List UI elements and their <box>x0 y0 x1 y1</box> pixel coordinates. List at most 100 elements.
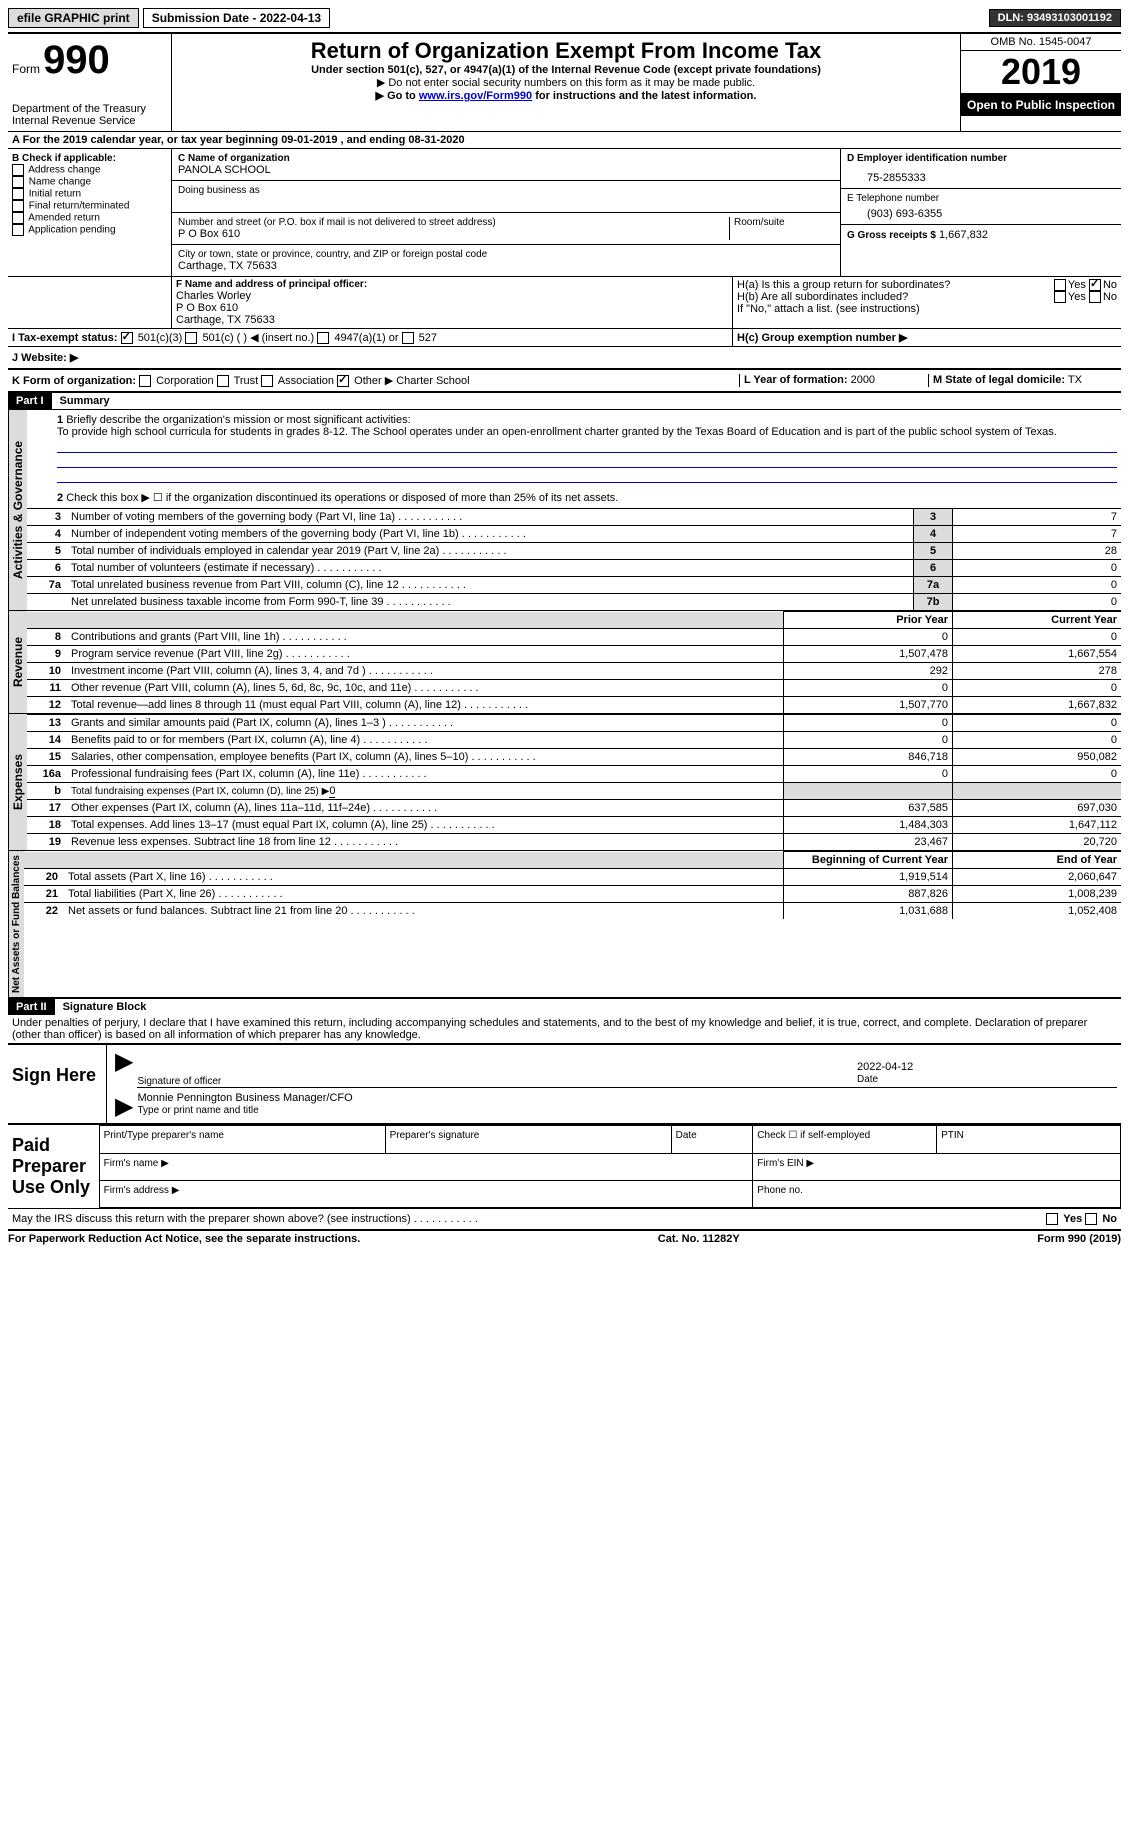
dept-label: Department of the Treasury Internal Reve… <box>12 103 167 127</box>
ha-label: H(a) Is this a group return for subordin… <box>737 279 950 291</box>
paperwork-notice: For Paperwork Reduction Act Notice, see … <box>8 1233 360 1245</box>
dln-label: DLN: 93493103001192 <box>989 9 1121 27</box>
netassets-section: Net Assets or Fund Balances Beginning of… <box>8 850 1121 997</box>
governance-section: Activities & Governance 1 Briefly descri… <box>8 409 1121 610</box>
table-row: 18Total expenses. Add lines 13–17 (must … <box>27 817 1121 834</box>
discuss-yes[interactable] <box>1046 1213 1058 1225</box>
ptin-label: PTIN <box>937 1126 1121 1153</box>
section-bcdeg: B Check if applicable: Address change Na… <box>8 148 1121 276</box>
governance-table: 3Number of voting members of the governi… <box>27 508 1121 610</box>
netassets-table: Beginning of Current YearEnd of Year20To… <box>24 851 1121 919</box>
arrow-icon: ▶ <box>111 1092 137 1121</box>
discuss-no[interactable] <box>1085 1213 1097 1225</box>
b-label: B Check if applicable: <box>12 153 167 164</box>
check-trust[interactable] <box>217 375 229 387</box>
table-row: 10Investment income (Part VIII, column (… <box>27 663 1121 680</box>
revenue-table: Prior YearCurrent Year8Contributions and… <box>27 611 1121 713</box>
table-row: 3Number of voting members of the governi… <box>27 509 1121 526</box>
revenue-section: Revenue Prior YearCurrent Year8Contribut… <box>8 610 1121 713</box>
check-assoc[interactable] <box>261 375 273 387</box>
ha-no[interactable] <box>1089 279 1101 291</box>
firm-addr-label: Firm's address ▶ <box>99 1180 753 1207</box>
date-label: Date <box>857 1074 878 1085</box>
firm-ein-label: Firm's EIN ▶ <box>753 1153 1121 1180</box>
note-goto: ▶ Go to www.irs.gov/Form990 for instruct… <box>176 89 956 102</box>
table-row: 9Program service revenue (Part VIII, lin… <box>27 646 1121 663</box>
section-j: J Website: ▶ <box>8 346 1121 368</box>
gross-receipts: 1,667,832 <box>939 229 988 241</box>
hc-label: H(c) Group exemption number ▶ <box>737 332 907 344</box>
ha-yes[interactable] <box>1054 279 1066 291</box>
state-domicile: TX <box>1068 374 1082 386</box>
footer: For Paperwork Reduction Act Notice, see … <box>8 1229 1121 1245</box>
table-row: bTotal fundraising expenses (Part IX, co… <box>27 783 1121 800</box>
hb-yes[interactable] <box>1054 291 1066 303</box>
declaration-text: Under penalties of perjury, I declare th… <box>8 1015 1121 1043</box>
preparer-table: Print/Type preparer's name Preparer's si… <box>99 1125 1121 1208</box>
check-name[interactable] <box>12 176 24 188</box>
check-amended[interactable] <box>12 212 24 224</box>
check-pending[interactable] <box>12 224 24 236</box>
table-row: 15Salaries, other compensation, employee… <box>27 749 1121 766</box>
expenses-table: 13Grants and similar amounts paid (Part … <box>27 714 1121 850</box>
vlabel-governance: Activities & Governance <box>8 410 27 610</box>
expenses-section: Expenses 13Grants and similar amounts pa… <box>8 713 1121 850</box>
hb-no[interactable] <box>1089 291 1101 303</box>
c-name-label: C Name of organization <box>178 153 834 164</box>
check-other[interactable] <box>337 375 349 387</box>
ein-value: 75-2855333 <box>847 164 1115 184</box>
table-row: Net unrelated business taxable income fr… <box>27 594 1121 611</box>
check-final[interactable] <box>12 200 24 212</box>
table-row: 19Revenue less expenses. Subtract line 1… <box>27 834 1121 851</box>
table-row: 17Other expenses (Part IX, column (A), l… <box>27 800 1121 817</box>
check-501c[interactable] <box>185 332 197 344</box>
sign-here-label: Sign Here <box>8 1045 106 1123</box>
prep-name-label: Print/Type preparer's name <box>99 1126 385 1153</box>
table-row: 21Total liabilities (Part X, line 26)887… <box>24 886 1121 903</box>
sign-date: 2022-04-12 <box>857 1061 1117 1073</box>
form-label: Form <box>12 62 40 76</box>
check-corp[interactable] <box>139 375 151 387</box>
table-header-row: Prior YearCurrent Year <box>27 612 1121 629</box>
g-label: G Gross receipts $ <box>847 230 936 241</box>
tax-year: 2019 <box>961 51 1121 94</box>
submission-date: Submission Date - 2022-04-13 <box>143 8 330 28</box>
hb-label: H(b) Are all subordinates included? <box>737 291 908 303</box>
vlabel-revenue: Revenue <box>8 611 27 713</box>
other-value: Charter School <box>396 375 469 387</box>
check-initial[interactable] <box>12 188 24 200</box>
f-label: F Name and address of principal officer: <box>176 279 728 290</box>
check-address[interactable] <box>12 164 24 176</box>
table-row: 14Benefits paid to or for members (Part … <box>27 732 1121 749</box>
prep-date-label: Date <box>671 1126 753 1153</box>
part1-header: Part I Summary <box>8 391 1121 409</box>
table-row: 13Grants and similar amounts paid (Part … <box>27 715 1121 732</box>
check-4947[interactable] <box>317 332 329 344</box>
officer-addr2: Carthage, TX 75633 <box>176 314 728 326</box>
form-number: 990 <box>43 38 110 82</box>
table-row: 11Other revenue (Part VIII, column (A), … <box>27 680 1121 697</box>
addr-label: Number and street (or P.O. box if mail i… <box>178 217 729 228</box>
cat-number: Cat. No. 11282Y <box>658 1233 740 1245</box>
table-row: 5Total number of individuals employed in… <box>27 543 1121 560</box>
phone-value: (903) 693-6355 <box>847 204 1115 220</box>
table-row: 22Net assets or fund balances. Subtract … <box>24 903 1121 920</box>
efile-print-button[interactable]: efile GRAPHIC print <box>8 8 139 28</box>
preparer-label: Paid Preparer Use Only <box>8 1125 99 1208</box>
irs-link[interactable]: www.irs.gov/Form990 <box>419 90 532 102</box>
check-501c3[interactable] <box>121 332 133 344</box>
h-note: If "No," attach a list. (see instruction… <box>737 303 1117 315</box>
sign-section: Sign Here ▶ Signature of officer 2022-04… <box>8 1043 1121 1123</box>
room-label: Room/suite <box>734 217 834 228</box>
main-title: Return of Organization Exempt From Incom… <box>176 38 956 64</box>
section-klm: K Form of organization: Corporation Trus… <box>8 368 1121 391</box>
line2-text: Check this box ▶ ☐ if the organization d… <box>66 492 618 504</box>
prep-sig-label: Preparer's signature <box>385 1126 671 1153</box>
line-a: A For the 2019 calendar year, or tax yea… <box>8 131 1121 148</box>
table-row: 7aTotal unrelated business revenue from … <box>27 577 1121 594</box>
table-header-row: Beginning of Current YearEnd of Year <box>24 852 1121 869</box>
check-527[interactable] <box>402 332 414 344</box>
vlabel-netassets: Net Assets or Fund Balances <box>8 851 24 997</box>
e-label: E Telephone number <box>847 193 1115 204</box>
section-fh: F Name and address of principal officer:… <box>8 276 1121 328</box>
